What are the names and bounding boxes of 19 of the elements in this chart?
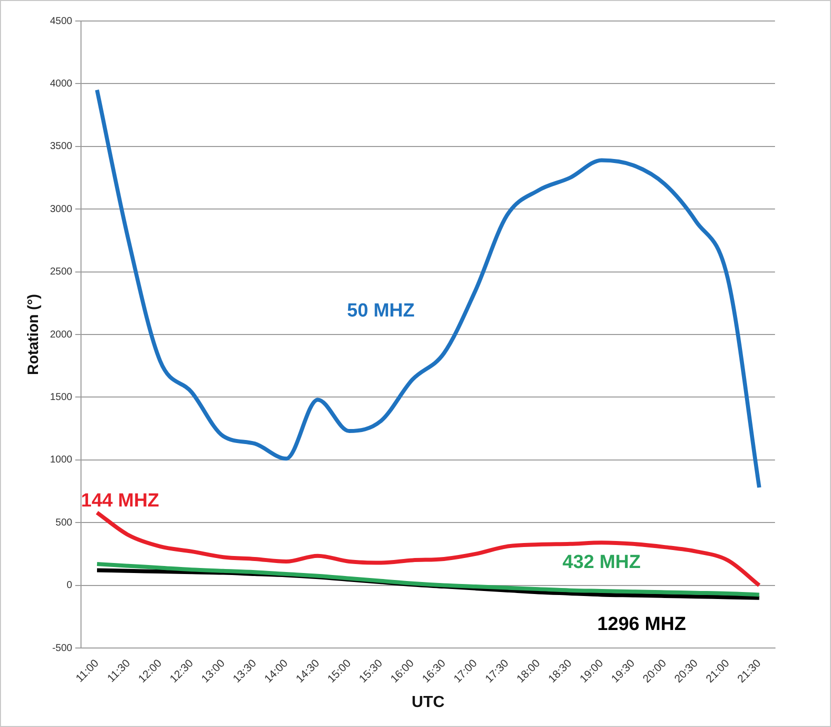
- y-tick-label: 1500: [50, 392, 73, 403]
- y-tick-label: 3500: [50, 141, 73, 152]
- y-tick-label: 2500: [50, 266, 73, 278]
- y-tick-label: 0: [66, 580, 73, 592]
- text: 50 MHZ: [347, 300, 415, 322]
- line-series: [95, 88, 762, 490]
- y-tick-label: 4500: [50, 16, 73, 27]
- series-label: 1296 MHZ: [597, 614, 686, 635]
- y-tick-label: -500: [52, 642, 73, 654]
- series-label: 432 MHZ: [562, 552, 642, 574]
- y-tick-label: 500: [56, 517, 73, 528]
- y-tick-label: 1000: [50, 454, 73, 466]
- y-tick-label: 4000: [50, 78, 73, 90]
- series-label: 144 MHZ: [81, 490, 160, 512]
- y-tick-label: 3000: [50, 204, 73, 215]
- line-series: [95, 510, 762, 588]
- x-axis-title: UTC: [412, 694, 446, 711]
- y-tick-label: 2000: [50, 329, 73, 340]
- y-axis-title: Rotation (°): [25, 294, 42, 375]
